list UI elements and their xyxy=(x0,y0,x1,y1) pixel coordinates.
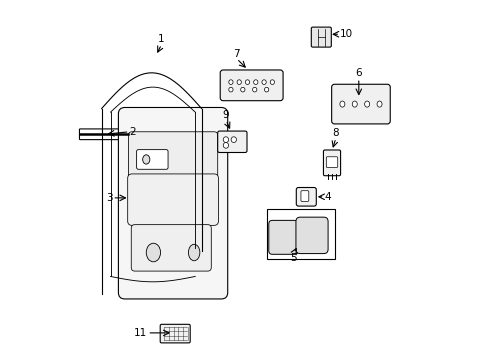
Ellipse shape xyxy=(237,80,241,85)
Text: 11: 11 xyxy=(134,328,147,338)
Text: 8: 8 xyxy=(332,128,339,138)
FancyBboxPatch shape xyxy=(296,188,316,206)
Ellipse shape xyxy=(253,80,257,85)
FancyBboxPatch shape xyxy=(295,217,327,253)
Text: 4: 4 xyxy=(324,192,330,202)
Ellipse shape xyxy=(142,155,149,164)
Ellipse shape xyxy=(245,80,249,85)
FancyBboxPatch shape xyxy=(131,225,211,271)
Ellipse shape xyxy=(364,101,369,107)
Ellipse shape xyxy=(339,101,344,107)
FancyBboxPatch shape xyxy=(160,324,190,343)
Text: 1: 1 xyxy=(158,34,164,44)
FancyBboxPatch shape xyxy=(325,157,337,167)
Text: 6: 6 xyxy=(355,68,362,78)
Ellipse shape xyxy=(223,143,228,148)
Ellipse shape xyxy=(223,137,228,143)
Text: 10: 10 xyxy=(340,29,353,39)
Ellipse shape xyxy=(240,87,244,92)
Ellipse shape xyxy=(262,80,265,85)
FancyBboxPatch shape xyxy=(127,174,218,225)
FancyBboxPatch shape xyxy=(136,150,168,169)
Ellipse shape xyxy=(228,80,233,85)
Text: 5: 5 xyxy=(290,253,297,263)
Ellipse shape xyxy=(376,101,381,107)
FancyBboxPatch shape xyxy=(118,108,227,299)
FancyBboxPatch shape xyxy=(80,129,129,140)
FancyBboxPatch shape xyxy=(220,70,283,101)
FancyBboxPatch shape xyxy=(217,131,246,153)
Ellipse shape xyxy=(188,244,200,261)
FancyBboxPatch shape xyxy=(128,132,217,178)
FancyBboxPatch shape xyxy=(300,191,308,202)
Ellipse shape xyxy=(351,101,357,107)
FancyBboxPatch shape xyxy=(323,150,340,176)
Text: 2: 2 xyxy=(129,127,136,137)
Ellipse shape xyxy=(270,80,274,85)
FancyBboxPatch shape xyxy=(268,220,298,254)
Bar xyxy=(266,208,334,258)
Text: 3: 3 xyxy=(105,193,112,203)
Ellipse shape xyxy=(231,137,236,143)
Ellipse shape xyxy=(146,243,160,262)
Ellipse shape xyxy=(228,87,233,92)
Text: 9: 9 xyxy=(222,110,229,120)
Text: 7: 7 xyxy=(233,49,240,59)
FancyBboxPatch shape xyxy=(331,84,389,124)
Ellipse shape xyxy=(252,87,256,92)
FancyBboxPatch shape xyxy=(311,27,331,47)
Ellipse shape xyxy=(264,87,268,92)
